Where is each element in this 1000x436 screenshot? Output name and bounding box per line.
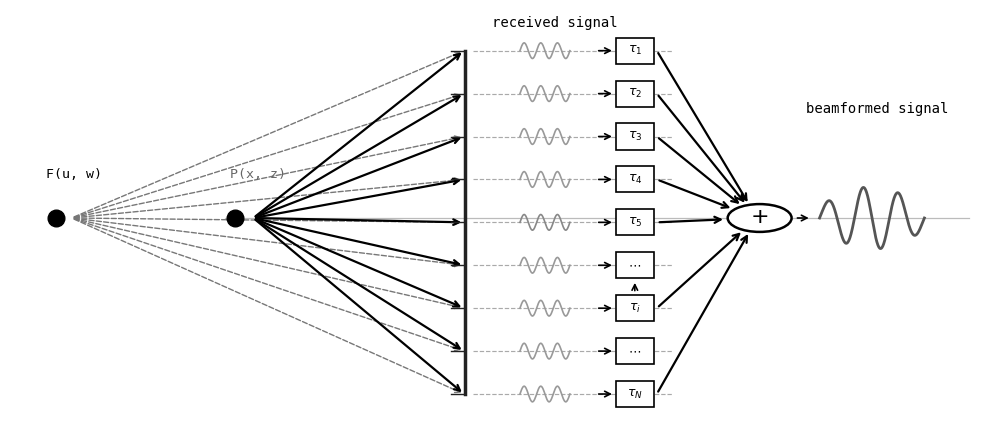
FancyBboxPatch shape [616, 209, 654, 235]
FancyBboxPatch shape [616, 252, 654, 278]
Text: $\tau_i$: $\tau_i$ [629, 302, 641, 315]
Text: $\cdots$: $\cdots$ [628, 344, 641, 358]
FancyBboxPatch shape [616, 295, 654, 321]
Text: P(x, z): P(x, z) [230, 168, 286, 181]
Circle shape [728, 204, 792, 232]
FancyBboxPatch shape [616, 81, 654, 107]
FancyBboxPatch shape [616, 37, 654, 64]
FancyBboxPatch shape [616, 167, 654, 192]
Text: F(u, w): F(u, w) [46, 168, 102, 181]
FancyBboxPatch shape [616, 338, 654, 364]
Text: $\tau_4$: $\tau_4$ [628, 173, 642, 186]
Text: $\tau_1$: $\tau_1$ [628, 44, 642, 57]
FancyBboxPatch shape [616, 381, 654, 407]
Text: beamformed signal: beamformed signal [806, 102, 949, 116]
Text: $\tau_N$: $\tau_N$ [627, 388, 643, 401]
Text: $\cdots$: $\cdots$ [628, 259, 641, 272]
Text: received signal: received signal [492, 16, 618, 30]
Text: $\tau_5$: $\tau_5$ [628, 216, 642, 229]
Text: $\tau_3$: $\tau_3$ [628, 130, 642, 143]
Text: +: + [750, 207, 769, 227]
FancyBboxPatch shape [616, 123, 654, 150]
Text: $\tau_2$: $\tau_2$ [628, 87, 642, 100]
